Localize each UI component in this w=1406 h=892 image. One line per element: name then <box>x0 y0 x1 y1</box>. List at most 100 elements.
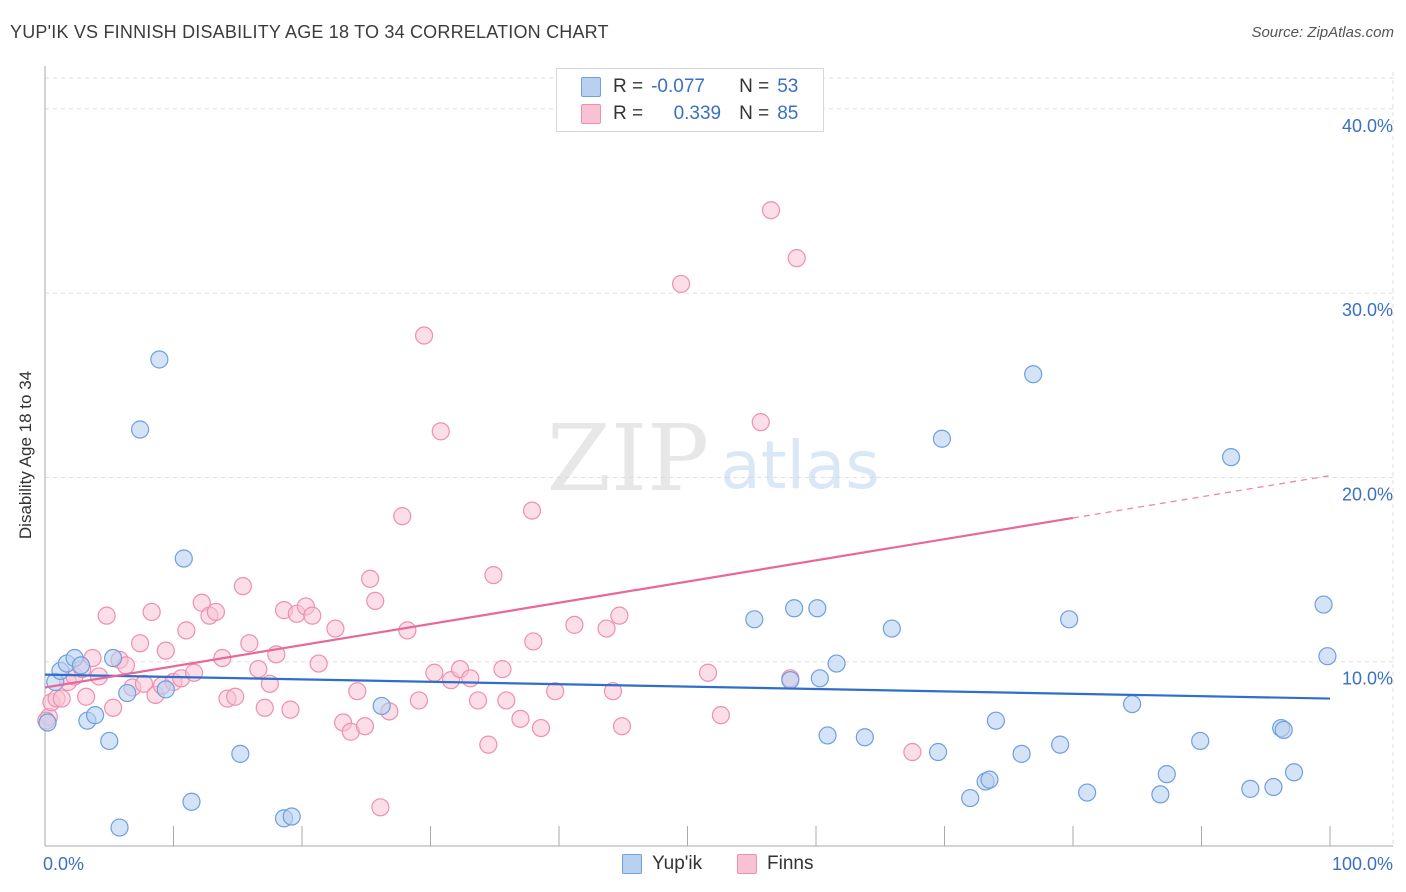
yupik-point <box>156 680 175 699</box>
finns-point <box>603 682 623 701</box>
yupik-point <box>980 770 999 789</box>
finns-trend-line <box>44 516 1074 689</box>
yupik-point <box>986 711 1006 730</box>
finns-point <box>461 669 480 688</box>
finns-point <box>52 689 71 708</box>
yupik-point <box>745 610 764 629</box>
yupik-trend-line <box>44 673 1331 700</box>
yupik-point <box>118 683 137 703</box>
finns-point <box>425 663 444 682</box>
yupik-point <box>1051 735 1070 754</box>
watermark: ZIP atlas <box>547 405 880 512</box>
finns-point <box>177 621 196 640</box>
yupik-point <box>182 792 201 811</box>
yupik-point <box>1157 765 1176 784</box>
finns-point <box>97 606 116 625</box>
finns-point <box>156 641 175 660</box>
yupik-point <box>1284 763 1304 782</box>
finns-point <box>233 577 252 596</box>
legend-n-label: N = <box>739 103 770 124</box>
finns-point <box>511 709 530 728</box>
finns-point <box>522 501 542 520</box>
yupik-point <box>1078 783 1097 802</box>
yupik-point <box>1274 720 1293 740</box>
finns-point <box>479 735 498 754</box>
finns-point <box>531 718 551 738</box>
watermark-atlas: atlas <box>720 427 880 504</box>
finns-point <box>226 687 245 706</box>
finns-point <box>142 602 161 622</box>
yupik-point <box>1191 731 1210 751</box>
correlation-legend: R = -0.077 N = 53 R = 0.339 N = 85 <box>556 68 824 132</box>
yupik-point <box>1123 694 1142 714</box>
finns-point <box>414 326 434 345</box>
yupik-point <box>150 350 169 369</box>
finns-point <box>761 201 781 220</box>
yupik-point <box>231 744 250 763</box>
finns-point <box>134 674 154 693</box>
yupik-point <box>1241 779 1260 798</box>
finns-point <box>104 698 123 717</box>
finns-point <box>130 634 150 653</box>
finns-point <box>366 591 385 611</box>
finns-point <box>546 682 565 701</box>
axes <box>44 66 1393 847</box>
yupik-point <box>38 713 57 732</box>
finns-point <box>355 717 375 736</box>
yupik-swatch <box>581 77 601 97</box>
finns-point <box>431 422 450 441</box>
gridlines <box>45 72 1394 846</box>
finns-point <box>348 682 367 701</box>
finns-point <box>371 798 390 817</box>
bottom-legend-yupik: Yup'ik <box>622 852 702 876</box>
y-tick-label: 10.0% <box>1342 669 1393 689</box>
finns-point <box>309 654 328 673</box>
yupik-point <box>110 818 129 837</box>
yupik-points <box>38 350 1337 837</box>
finns-point <box>361 569 380 588</box>
yupik-point <box>1012 744 1031 763</box>
yupik-point <box>961 788 980 808</box>
finns-point <box>77 687 96 706</box>
watermark-zip: ZIP <box>547 405 709 512</box>
yupik-point <box>781 671 800 690</box>
x-tick-label: 0.0% <box>43 854 84 874</box>
yupik-point <box>104 648 123 668</box>
bottom-legend-yupik-label: Yup'ik <box>652 853 703 874</box>
bottom-legend-finns-label: Finns <box>767 853 814 874</box>
finns-point <box>409 691 429 710</box>
legend-n-value: 53 <box>777 76 799 97</box>
finns-point <box>240 634 259 653</box>
finns-point <box>206 602 226 622</box>
yupik-point <box>882 619 901 638</box>
y-tick-label: 40.0% <box>1342 116 1393 136</box>
source-credit: Source: ZipAtlas.com <box>1251 24 1394 41</box>
y-tick-label: 30.0% <box>1342 300 1393 320</box>
finns-point <box>281 700 300 719</box>
yupik-point <box>1221 448 1241 467</box>
finns-point <box>484 565 503 585</box>
finns-point <box>249 659 268 679</box>
yupik-point <box>808 599 827 618</box>
legend-n-label: N = <box>739 76 770 97</box>
finns-point <box>671 274 691 294</box>
finns-swatch <box>737 854 757 874</box>
tick-labels: 10.0% 20.0% 30.0% 40.0% 0.0% 100.0% <box>43 116 1393 874</box>
finns-point <box>612 717 632 736</box>
finns-swatch <box>581 104 601 124</box>
finns-point <box>393 507 412 526</box>
finns-point <box>184 663 204 682</box>
finns-point <box>326 619 345 638</box>
finns-point <box>698 663 718 682</box>
yupik-point <box>1264 777 1283 797</box>
y-tick-label: 20.0% <box>1342 484 1393 504</box>
legend-r-value: -0.077 <box>651 76 705 97</box>
finns-point <box>493 659 512 679</box>
yupik-point <box>1314 595 1333 614</box>
yupik-point <box>932 429 952 448</box>
finns-points <box>37 201 922 817</box>
legend-n-value: 85 <box>777 103 799 124</box>
yupik-point <box>71 656 91 675</box>
finns-point <box>497 691 516 710</box>
finns-point <box>303 606 322 625</box>
